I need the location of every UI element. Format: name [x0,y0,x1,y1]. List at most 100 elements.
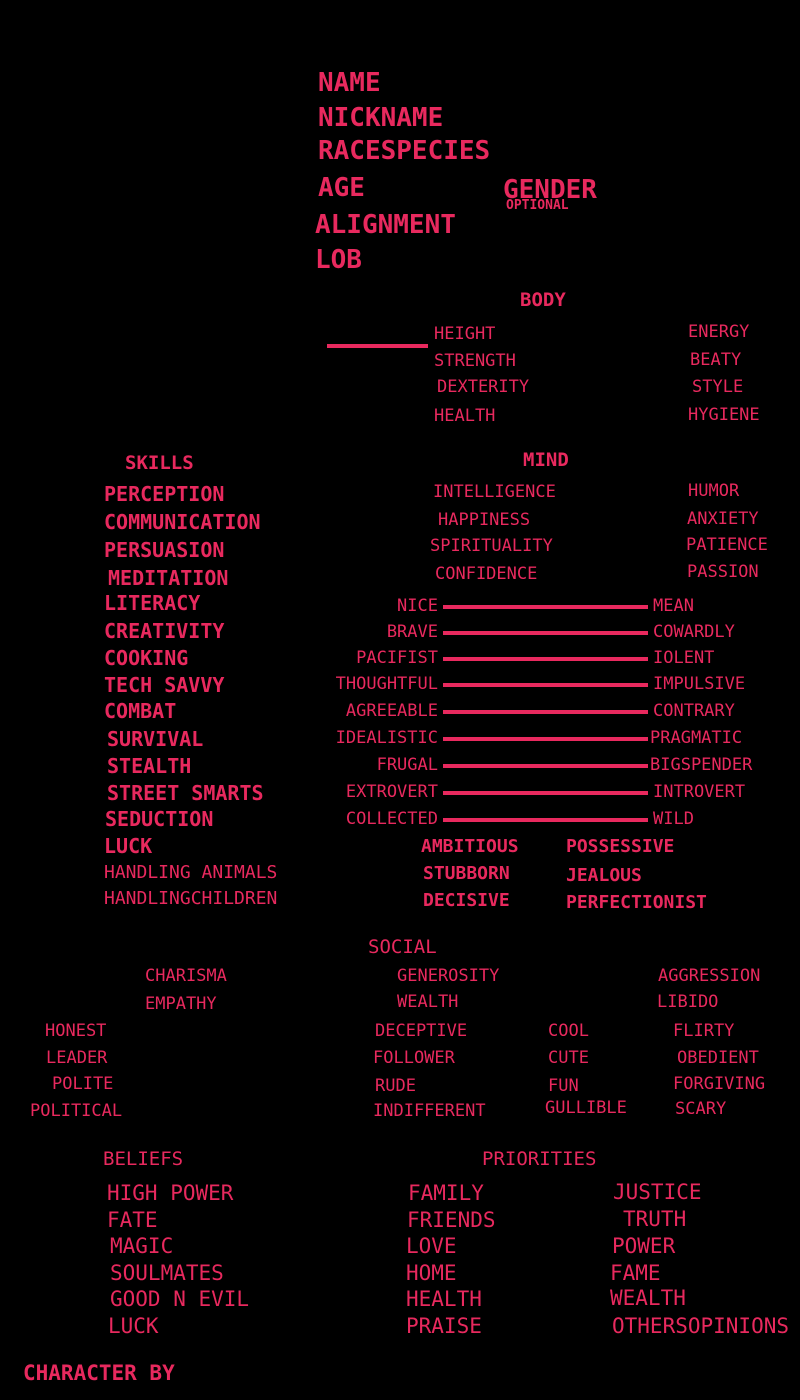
body-stat-hygiene: HYGIENE [688,405,760,425]
spectrum-left-pacifist: PACIFIST [356,648,438,668]
field-racespecies-label: RACESPECIES [318,136,491,166]
body-stat-beaty: BEATY [690,350,742,370]
body-stat-dexterity: DEXTERITY [437,377,530,397]
body-stat-strength: STRENGTH [434,351,516,371]
field-job-label: LOB [315,245,362,275]
mind-stat-intelligence: INTELLIGENCE [433,482,556,502]
social-scary: SCARY [675,1099,727,1119]
body-stat-style: STYLE [692,377,744,397]
trait-possessive: POSSESSIVE [566,836,675,857]
social-wealth: WEALTH [397,992,459,1012]
spectrum-right-pragmatic: PRAGMATIC [650,728,743,748]
spectrum-track-extrovert-introvert [443,791,648,795]
social-rude: RUDE [375,1076,416,1096]
mind-stat-humor: HUMOR [688,481,740,501]
skill-combat: COMBAT [104,699,177,723]
social-flirty: FLIRTY [673,1021,735,1041]
skill-communication: COMMUNICATION [104,510,261,534]
priority-othersopinions: OTHERSOPINIONS [612,1314,790,1338]
skill-persuasion: PERSUASION [104,538,225,562]
spectrum-track-thoughtful-impulsive [443,683,648,687]
field-name-label: NAME [318,68,381,98]
social-obedient: OBEDIENT [677,1048,759,1068]
spectrum-track-idealistic-pragmatic [443,737,648,741]
spectrum-left-idealistic: IDEALISTIC [335,728,438,748]
spectrum-right-iolent: IOLENT [653,648,715,668]
skill-stealth: STEALTH [107,754,192,778]
priority-love: LOVE [406,1234,457,1258]
priority-power: POWER [612,1234,676,1258]
social-deceptive: DECEPTIVE [375,1021,468,1041]
mind-stat-confidence: CONFIDENCE [435,564,538,584]
skill-seduction: SEDUCTION [105,807,214,831]
spectrum-left-thoughtful: THOUGHTFUL [335,674,438,694]
spectrum-left-agreeable: AGREEABLE [345,701,438,721]
gender-optional-note: OPTIONAL [506,198,569,213]
social-follower: FOLLOWER [373,1048,455,1068]
body-section-title: BODY [520,289,566,311]
spectrum-left-brave: BRAVE [386,622,438,642]
social-section-title: SOCIAL [368,936,437,958]
social-leader: LEADER [46,1048,108,1068]
spectrum-track-nice-mean [443,605,648,609]
trait-decisive: DECISIVE [423,890,510,911]
priority-fame: FAME [610,1261,661,1285]
social-fun: FUN [548,1076,579,1096]
priority-praise: PRAISE [406,1314,482,1338]
belief-magic: MAGIC [110,1234,174,1258]
social-forgiving: FORGIVING [673,1074,766,1094]
social-libido: LIBIDO [657,992,719,1012]
skill-meditation: MEDITATION [108,566,229,590]
body-stat-health: HEALTH [434,406,496,426]
spectrum-right-contrary: CONTRARY [653,701,735,721]
priorities-section-title: PRIORITIES [482,1148,597,1170]
beliefs-section-title: BELIEFS [103,1148,184,1170]
spectrum-track-agreeable-contrary [443,710,648,714]
mind-stat-spirituality: SPIRITUALITY [430,536,553,556]
social-cute: CUTE [548,1048,589,1068]
social-aggression: AGGRESSION [658,966,761,986]
skill-street-smarts: STREET SMARTS [107,781,264,805]
skill-creativity: CREATIVITY [104,619,225,643]
field-gender-label: GENDER [503,175,597,205]
skill-tech-savvy: TECH SAVVY [104,673,225,697]
skill-literacy: LITERACY [104,591,201,615]
mind-stat-happiness: HAPPINESS [438,510,531,530]
field-age-label: AGE [318,173,365,203]
spectrum-left-nice: NICE [397,596,438,616]
social-indifferent: INDIFFERENT [373,1101,486,1121]
priority-family: FAMILY [408,1181,484,1205]
priority-truth: TRUTH [623,1207,687,1231]
character-by-credit: CHARACTER BY [23,1361,175,1385]
spectrum-left-collected: COLLECTED [345,809,438,829]
trait-ambitious: AMBITIOUS [421,836,519,857]
trait-perfectionist: PERFECTIONIST [566,892,707,913]
social-charisma: CHARISMA [145,966,227,986]
spectrum-right-cowardly: COWARDLY [653,622,735,642]
body-stat-height: HEIGHT [434,324,496,344]
priority-justice: JUSTICE [613,1180,702,1204]
field-nickname-label: NICKNAME [318,103,444,133]
mind-stat-anxiety: ANXIETY [687,509,759,529]
mind-stat-patience: PATIENCE [686,535,768,555]
spectrum-right-impulsive: IMPULSIVE [653,674,746,694]
belief-luck: LUCK [108,1314,159,1338]
mind-section-title: MIND [523,449,569,471]
spectrum-right-bigspender: BIGSPENDER [650,755,753,775]
field-alignment-label: ALIGNMENT [315,210,456,240]
spectrum-right-introvert: INTROVERT [653,782,746,802]
spectrum-left-frugal: FRUGAL [376,755,438,775]
mind-stat-passion: PASSION [687,562,759,582]
social-cool: COOL [548,1021,589,1041]
priority-wealth: WEALTH [610,1286,686,1310]
belief-soulmates: SOULMATES [110,1261,224,1285]
skill-survival: SURVIVAL [107,727,204,751]
priority-health: HEALTH [406,1287,482,1311]
social-empathy: EMPATHY [145,994,217,1014]
belief-fate: FATE [107,1208,158,1232]
skill-handling-children: HANDLINGCHILDREN [104,888,278,909]
social-honest: HONEST [45,1021,107,1041]
skills-section-title: SKILLS [125,452,194,474]
skill-handling-animals: HANDLING ANIMALS [104,862,278,883]
